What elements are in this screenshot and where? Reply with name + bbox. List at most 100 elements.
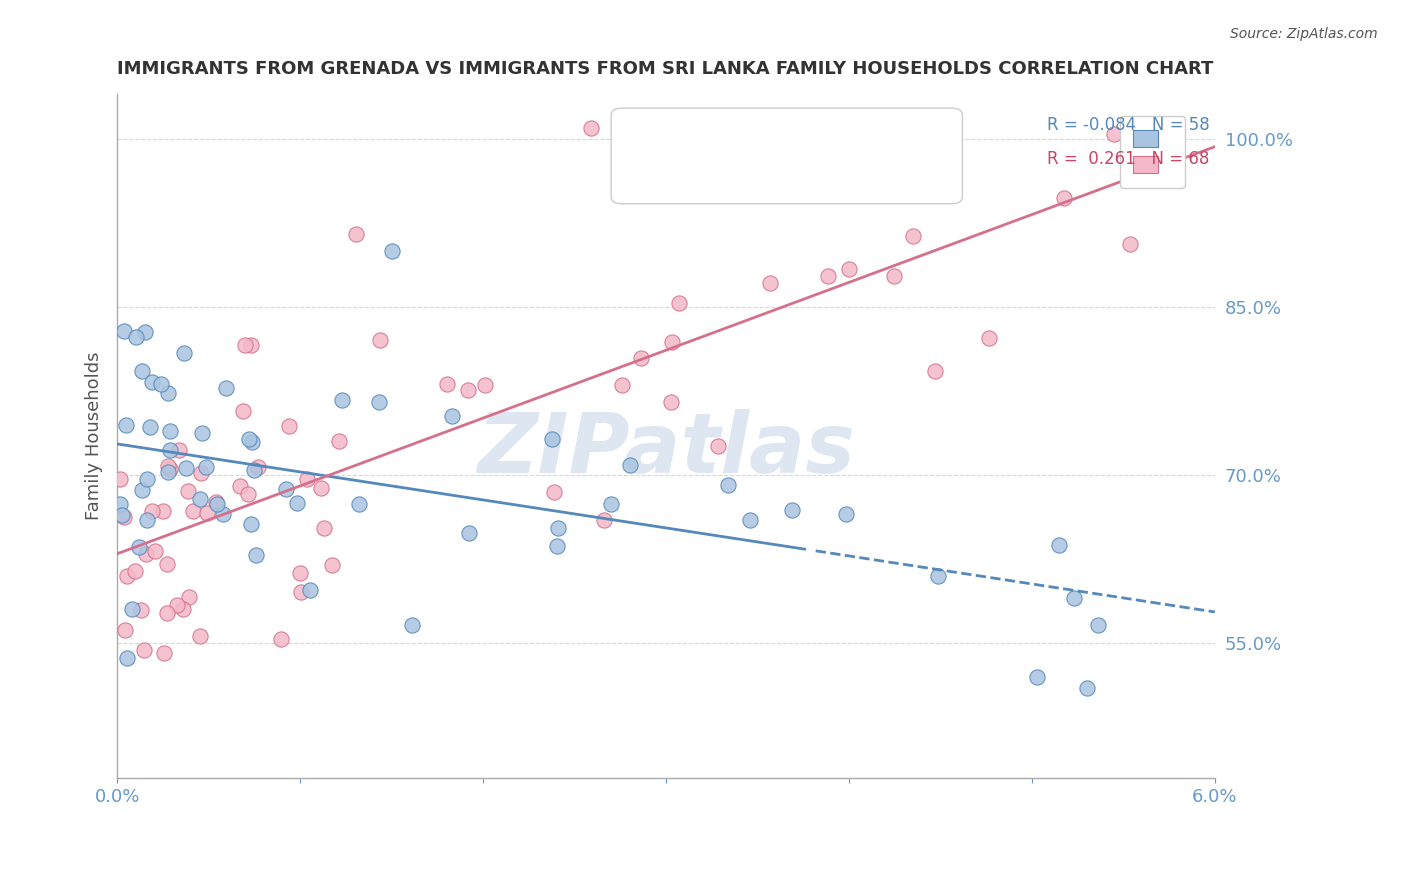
Immigrants from Sri Lanka: [706, 439, 728, 453]
Immigrants from Grenada: [112, 324, 135, 338]
Immigrants from Grenada: [1087, 618, 1109, 632]
Immigrants from Sri Lanka: [152, 503, 174, 517]
Immigrants from Grenada: [298, 583, 321, 598]
Immigrants from Grenada: [457, 525, 479, 540]
Immigrants from Grenada: [207, 497, 229, 511]
Immigrants from Sri Lanka: [543, 485, 565, 500]
Immigrants from Grenada: [619, 458, 641, 472]
Immigrants from Sri Lanka: [661, 334, 683, 349]
Y-axis label: Family Households: Family Households: [86, 352, 103, 520]
Immigrants from Sri Lanka: [328, 434, 350, 448]
Immigrants from Grenada: [541, 432, 564, 446]
Immigrants from Grenada: [195, 460, 218, 475]
Immigrants from Grenada: [330, 392, 353, 407]
Immigrants from Grenada: [121, 601, 143, 615]
Immigrants from Sri Lanka: [457, 383, 479, 397]
Text: R =  0.261   N = 68: R = 0.261 N = 68: [1047, 151, 1209, 169]
Immigrants from Sri Lanka: [124, 564, 146, 578]
FancyBboxPatch shape: [612, 108, 962, 203]
Immigrants from Grenada: [135, 472, 157, 486]
Immigrants from Grenada: [215, 381, 238, 395]
Immigrants from Grenada: [159, 425, 181, 439]
Immigrants from Grenada: [287, 496, 309, 510]
Immigrants from Sri Lanka: [110, 472, 132, 486]
Immigrants from Grenada: [740, 513, 762, 527]
Immigrants from Sri Lanka: [1053, 191, 1076, 205]
Immigrants from Grenada: [1076, 681, 1098, 696]
Immigrants from Grenada: [150, 377, 173, 392]
Immigrants from Grenada: [834, 507, 856, 521]
Immigrants from Sri Lanka: [659, 395, 682, 409]
Immigrants from Grenada: [782, 502, 804, 516]
Immigrants from Grenada: [173, 345, 195, 359]
Immigrants from Sri Lanka: [1122, 129, 1144, 144]
Immigrants from Grenada: [212, 508, 235, 522]
Immigrants from Grenada: [238, 432, 260, 446]
Immigrants from Grenada: [115, 650, 138, 665]
Immigrants from Sri Lanka: [630, 351, 652, 365]
Immigrants from Sri Lanka: [1119, 121, 1142, 136]
Immigrants from Grenada: [156, 465, 179, 479]
Immigrants from Grenada: [134, 325, 156, 339]
Immigrants from Sri Lanka: [344, 227, 367, 242]
Immigrants from Sri Lanka: [817, 269, 839, 284]
Immigrants from Sri Lanka: [1102, 127, 1125, 141]
Text: R = -0.084   N = 58: R = -0.084 N = 58: [1046, 116, 1209, 134]
Immigrants from Sri Lanka: [177, 483, 200, 498]
Immigrants from Sri Lanka: [156, 557, 179, 571]
Immigrants from Sri Lanka: [668, 296, 690, 310]
Immigrants from Grenada: [240, 434, 263, 449]
Immigrants from Sri Lanka: [593, 513, 616, 527]
Immigrants from Grenada: [156, 386, 179, 401]
Immigrants from Grenada: [347, 497, 370, 511]
Immigrants from Sri Lanka: [314, 521, 336, 535]
Immigrants from Grenada: [111, 508, 134, 522]
Immigrants from Grenada: [128, 541, 150, 555]
Immigrants from Sri Lanka: [290, 566, 312, 581]
Immigrants from Sri Lanka: [233, 337, 256, 351]
Immigrants from Sri Lanka: [612, 378, 634, 392]
Immigrants from Sri Lanka: [436, 376, 458, 391]
Immigrants from Grenada: [159, 443, 181, 458]
Immigrants from Sri Lanka: [134, 643, 156, 657]
Immigrants from Sri Lanka: [153, 646, 176, 660]
Immigrants from Grenada: [243, 463, 266, 477]
Immigrants from Sri Lanka: [321, 558, 343, 573]
Immigrants from Grenada: [135, 513, 157, 527]
Immigrants from Grenada: [131, 364, 153, 378]
Immigrants from Grenada: [1025, 670, 1047, 684]
Immigrants from Grenada: [115, 418, 138, 433]
Immigrants from Grenada: [139, 419, 162, 434]
Immigrants from Sri Lanka: [883, 268, 905, 283]
Immigrants from Grenada: [188, 491, 211, 506]
Immigrants from Grenada: [131, 483, 153, 497]
Immigrants from Grenada: [717, 478, 740, 492]
Immigrants from Sri Lanka: [190, 466, 212, 480]
Immigrants from Sri Lanka: [901, 229, 924, 244]
Immigrants from Sri Lanka: [238, 487, 260, 501]
Immigrants from Sri Lanka: [167, 443, 190, 458]
Immigrants from Sri Lanka: [368, 333, 391, 347]
Immigrants from Sri Lanka: [135, 547, 157, 561]
Immigrants from Sri Lanka: [270, 632, 292, 646]
Immigrants from Grenada: [125, 330, 148, 344]
Immigrants from Sri Lanka: [240, 338, 263, 352]
Immigrants from Sri Lanka: [115, 568, 138, 582]
Immigrants from Sri Lanka: [188, 629, 211, 643]
Text: IMMIGRANTS FROM GRENADA VS IMMIGRANTS FROM SRI LANKA FAMILY HOUSEHOLDS CORRELATI: IMMIGRANTS FROM GRENADA VS IMMIGRANTS FR…: [117, 60, 1213, 78]
Immigrants from Grenada: [141, 375, 163, 389]
Immigrants from Grenada: [191, 426, 214, 441]
Immigrants from Grenada: [441, 409, 464, 423]
Immigrants from Sri Lanka: [114, 623, 136, 637]
Text: ZIPatlas: ZIPatlas: [477, 409, 855, 491]
Immigrants from Grenada: [239, 516, 262, 531]
Immigrants from Grenada: [401, 618, 423, 632]
Immigrants from Sri Lanka: [290, 585, 312, 599]
Immigrants from Grenada: [245, 548, 267, 562]
Immigrants from Grenada: [274, 482, 297, 496]
Immigrants from Sri Lanka: [195, 507, 218, 521]
Immigrants from Sri Lanka: [309, 481, 332, 495]
Immigrants from Sri Lanka: [172, 601, 194, 615]
Immigrants from Sri Lanka: [229, 478, 252, 492]
Immigrants from Sri Lanka: [156, 607, 179, 621]
